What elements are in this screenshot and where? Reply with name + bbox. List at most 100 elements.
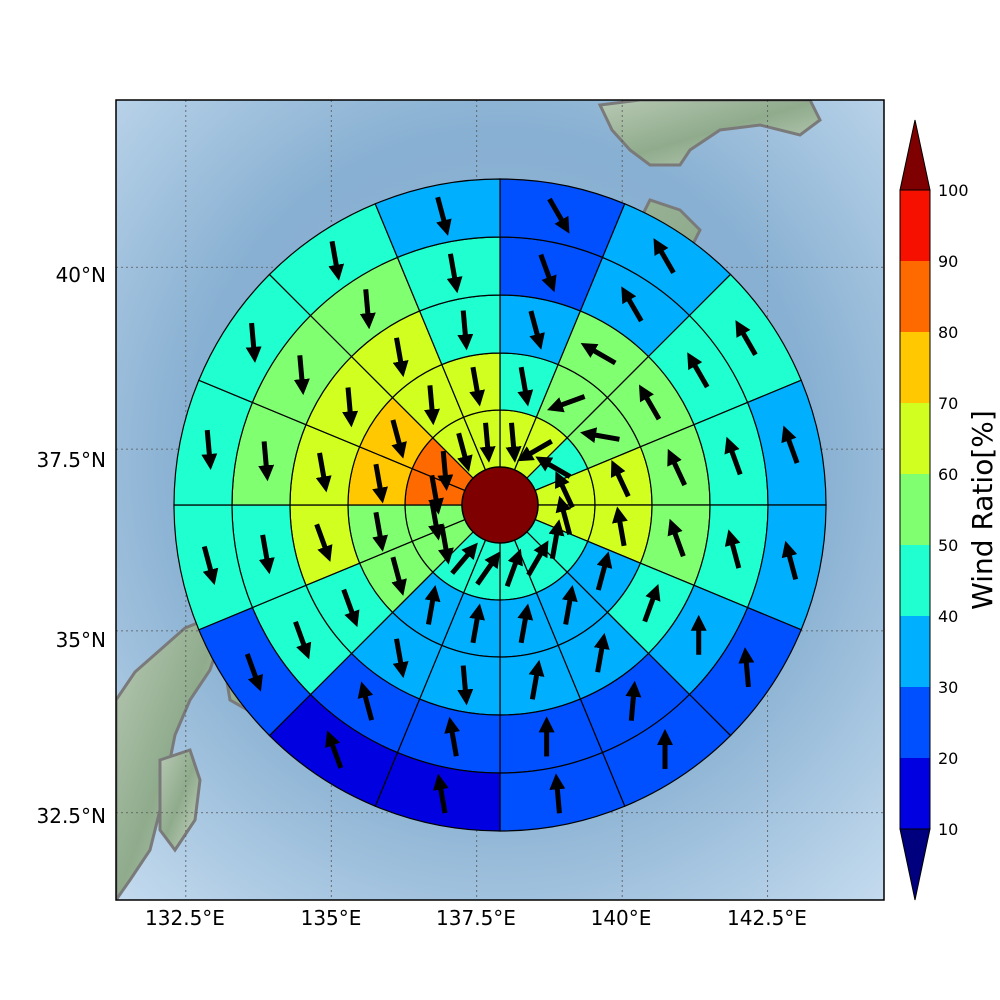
wind-arrow — [526, 540, 549, 577]
wind-arrow — [359, 289, 376, 330]
longitude-tick-labels: 132.5°E 135°E 137.5°E 140°E 142.5°E — [145, 906, 807, 930]
wind-arrow — [505, 422, 522, 463]
wind-arrow — [392, 337, 409, 378]
colorbar-block — [900, 616, 930, 687]
wind-arrow — [595, 551, 613, 591]
colorbar-block — [900, 261, 930, 332]
wind-arrow — [293, 620, 312, 660]
hokkaido-land — [597, 100, 822, 167]
wind-arrow — [738, 647, 755, 688]
colorbar-tick: 80 — [938, 323, 958, 342]
colorbar-tick: 40 — [938, 607, 958, 626]
colorbar-block — [900, 190, 930, 261]
colorbar-block — [900, 332, 930, 403]
lon-tick-label: 142.5°E — [727, 906, 807, 930]
wind-arrow — [547, 197, 570, 234]
colorbar-tick: 60 — [938, 465, 958, 484]
wind-arrow — [357, 681, 375, 721]
wind-arrow — [687, 352, 710, 389]
latitude-tick-labels: 40°N 37.5°N 35°N 32.5°N — [37, 263, 107, 828]
wind-arrow — [667, 518, 686, 558]
colorbar-block — [900, 403, 930, 474]
wind-arrow — [528, 659, 545, 700]
colorbar: 10 20 30 40 50 60 70 80 90 100 Wind Rati… — [899, 119, 999, 901]
wind-arrow — [258, 441, 275, 482]
wind-arrow — [328, 240, 345, 281]
wind-arrow — [561, 585, 578, 625]
wind-arrow — [201, 429, 218, 470]
wind-arrow — [325, 730, 344, 769]
colorbar-tick-labels: 10 20 30 40 50 60 70 80 90 100 — [938, 181, 969, 839]
lat-tick-label: 35°N — [56, 628, 106, 652]
wind-arrow — [457, 665, 474, 706]
center-disk — [461, 466, 539, 544]
wind-arrow — [610, 460, 631, 498]
wind-arrow — [390, 419, 407, 459]
wind-arrow — [469, 603, 486, 644]
wind-arrow — [621, 286, 644, 323]
wind-arrow — [547, 394, 586, 413]
wind-arrow — [528, 310, 545, 350]
wind-arrow — [548, 519, 565, 560]
wind-arrow — [653, 238, 676, 275]
wind-arrow — [781, 540, 799, 581]
colorbar-tick: 70 — [938, 394, 958, 413]
colorbar-over-extension — [899, 119, 931, 191]
colorbar-blocks — [899, 189, 931, 830]
colorbar-tick: 50 — [938, 536, 958, 555]
wind-arrow — [341, 588, 360, 628]
wind-arrow — [781, 425, 800, 464]
lat-tick-label: 40°N — [56, 263, 106, 287]
wind-arrow — [475, 551, 501, 586]
wind-arrow — [314, 523, 333, 562]
wind-arrow — [435, 196, 452, 236]
wind-arrow — [724, 529, 742, 569]
wind-arrow — [593, 632, 610, 673]
wind-arrow — [735, 320, 758, 356]
lat-tick-label: 32.5°N — [37, 804, 107, 828]
wind-arrow — [642, 583, 661, 623]
wind-arrow — [258, 534, 275, 575]
wind-arrow — [456, 432, 473, 472]
colorbar-tick: 10 — [938, 820, 958, 839]
wind-arrow — [538, 253, 557, 293]
colorbar-block — [900, 545, 930, 616]
wind-arrow — [245, 322, 262, 363]
wind-arrow — [315, 452, 332, 493]
wind-arrow — [392, 638, 409, 679]
wind-arrow — [504, 548, 523, 588]
colorbar-tick: 30 — [938, 678, 958, 697]
map-panel — [116, 100, 884, 900]
wind-arrow — [342, 387, 359, 428]
wind-arrow — [293, 355, 310, 396]
kyushu-land — [158, 748, 202, 853]
wind-arrow — [469, 366, 486, 407]
wind-arrow — [372, 463, 388, 504]
colorbar-block — [900, 687, 930, 758]
wind-arrow — [428, 474, 444, 515]
colorbar-under-extension — [899, 828, 931, 901]
wind-arrow — [201, 545, 219, 586]
colorbar-tick: 100 — [938, 181, 969, 200]
wind-arrow — [450, 542, 478, 575]
colorbar-label: Wind Ratio[%] — [966, 410, 999, 610]
wind-arrow — [555, 495, 573, 536]
wind-arrow — [517, 439, 553, 462]
wind-arrow — [457, 310, 474, 351]
colorbar-tick: 20 — [938, 749, 958, 768]
wind-arrow — [549, 773, 566, 814]
wind-arrow — [612, 506, 628, 547]
wind-arrow — [432, 773, 449, 814]
wind-arrow — [424, 585, 441, 625]
wind-sector — [374, 178, 501, 259]
lon-tick-label: 137.5°E — [436, 906, 516, 930]
wind-arrow — [390, 556, 407, 596]
wind-arrow — [580, 427, 620, 444]
wind-arrow — [444, 716, 461, 757]
wind-arrow — [372, 511, 388, 552]
map-border — [115, 99, 885, 901]
wind-arrow — [638, 384, 662, 421]
wind-arrow — [517, 366, 534, 407]
wind-arrow — [724, 436, 743, 476]
